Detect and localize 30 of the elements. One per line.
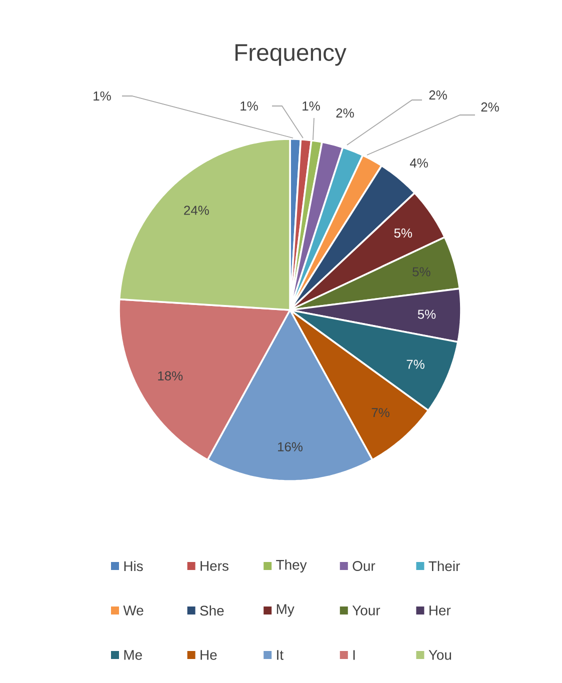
data-label: 2% — [429, 90, 447, 100]
legend-label: He — [200, 650, 217, 660]
legend-label: Their — [428, 560, 460, 572]
legend-label: Our — [352, 561, 376, 571]
chart-title: Frequency — [235, 44, 346, 66]
data-label: 7% — [406, 360, 424, 369]
legend-label: She — [200, 605, 224, 616]
data-label: 18% — [158, 371, 183, 380]
data-label: 2% — [481, 102, 499, 112]
legend-label: Your — [352, 606, 380, 616]
data-label: 24% — [184, 206, 209, 215]
legend-label: My — [276, 604, 294, 617]
data-label: 7% — [372, 408, 390, 418]
legend-label: We — [123, 606, 144, 616]
legend-label: Me — [124, 650, 142, 660]
data-label: 2% — [336, 108, 354, 118]
data-label: 16% — [278, 442, 303, 452]
legend-label: His — [124, 560, 143, 572]
legend-label: They — [276, 559, 307, 572]
data-label: 1% — [302, 101, 320, 111]
legend-label: Hers — [200, 561, 228, 571]
legend-label: You — [428, 650, 452, 660]
legend-label: I — [353, 650, 355, 660]
data-label: 5% — [394, 228, 412, 238]
legend-label: It — [277, 650, 284, 660]
data-label: 5% — [418, 310, 436, 319]
data-label: 1% — [240, 101, 258, 111]
legend-label: Her — [430, 606, 451, 616]
data-label: 1% — [94, 91, 111, 101]
data-label: 4% — [410, 158, 428, 168]
